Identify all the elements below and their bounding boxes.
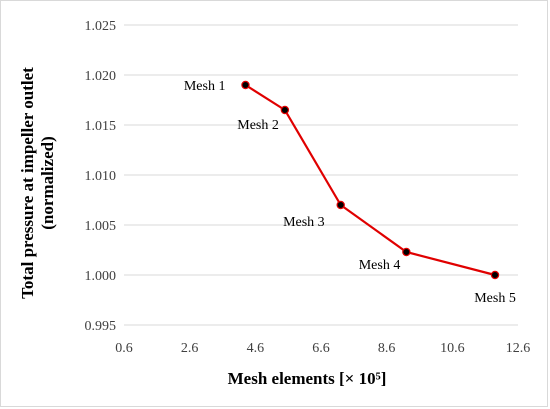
y-tick-label: 0.995 [85, 319, 117, 334]
x-tick-label: 6.6 [312, 341, 330, 356]
x-tick-labels: 0.6 2.6 4.6 6.6 8.6 10.6 12.6 [115, 341, 530, 356]
x-tick-label: 2.6 [181, 341, 199, 356]
gridlines [124, 24, 518, 326]
y-tick-label: 1.010 [85, 169, 117, 184]
point-label: Mesh 4 [359, 258, 401, 273]
y-tick-labels: 0.995 1.000 1.005 1.010 1.015 1.020 1.025 [85, 19, 117, 334]
y-tick-label: 1.005 [85, 219, 117, 234]
y-tick-label: 1.020 [85, 69, 117, 84]
point-label: Mesh 5 [474, 291, 516, 306]
x-tick-label: 0.6 [115, 341, 133, 356]
x-axis-title: Mesh elements [× 10⁵] [228, 369, 387, 388]
data-point [402, 247, 411, 257]
point-label: Mesh 1 [184, 79, 226, 94]
x-tick-label: 4.6 [247, 341, 265, 356]
data-point [241, 80, 250, 90]
y-tick-label: 1.025 [85, 19, 117, 34]
x-tick-label: 12.6 [506, 341, 531, 356]
y-tick-label: 1.000 [85, 269, 117, 284]
series-group [241, 80, 500, 280]
x-tick-label: 10.6 [440, 341, 465, 356]
data-point [280, 105, 290, 115]
y-axis-title-line1: Total pressure at impeller outlet [18, 67, 37, 299]
point-label: Mesh 2 [237, 118, 279, 133]
data-point [490, 270, 500, 280]
point-labels: Mesh 1 Mesh 2 Mesh 3 Mesh 4 Mesh 5 [184, 79, 516, 306]
data-point [336, 200, 345, 210]
y-axis-title-line2: (normalized) [38, 136, 57, 229]
y-tick-label: 1.015 [85, 119, 117, 134]
point-label: Mesh 3 [283, 215, 325, 230]
x-tick-label: 8.6 [378, 341, 396, 356]
